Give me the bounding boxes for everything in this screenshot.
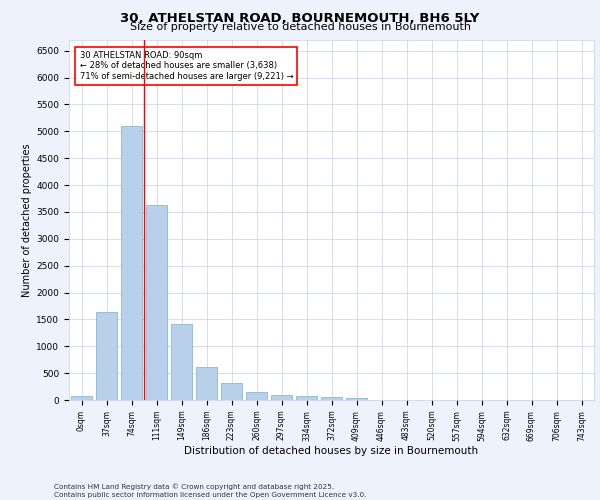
Bar [96, 312, 117, 400]
Bar [246, 392, 267, 400]
Bar [321, 397, 342, 400]
Bar [296, 396, 317, 400]
Bar [171, 324, 192, 400]
X-axis label: Distribution of detached houses by size in Bournemouth: Distribution of detached houses by size … [184, 446, 479, 456]
Bar [271, 395, 292, 400]
Bar [346, 398, 367, 400]
Text: 30, ATHELSTAN ROAD, BOURNEMOUTH, BH6 5LY: 30, ATHELSTAN ROAD, BOURNEMOUTH, BH6 5LY [121, 12, 479, 26]
Text: 30 ATHELSTAN ROAD: 90sqm
← 28% of detached houses are smaller (3,638)
71% of sem: 30 ATHELSTAN ROAD: 90sqm ← 28% of detach… [79, 51, 293, 80]
Y-axis label: Number of detached properties: Number of detached properties [22, 143, 32, 297]
Text: Size of property relative to detached houses in Bournemouth: Size of property relative to detached ho… [130, 22, 470, 32]
Bar [121, 126, 142, 400]
Text: Contains HM Land Registry data © Crown copyright and database right 2025.
Contai: Contains HM Land Registry data © Crown c… [54, 484, 367, 498]
Bar [146, 206, 167, 400]
Bar [196, 367, 217, 400]
Bar [71, 396, 92, 400]
Bar [221, 384, 242, 400]
